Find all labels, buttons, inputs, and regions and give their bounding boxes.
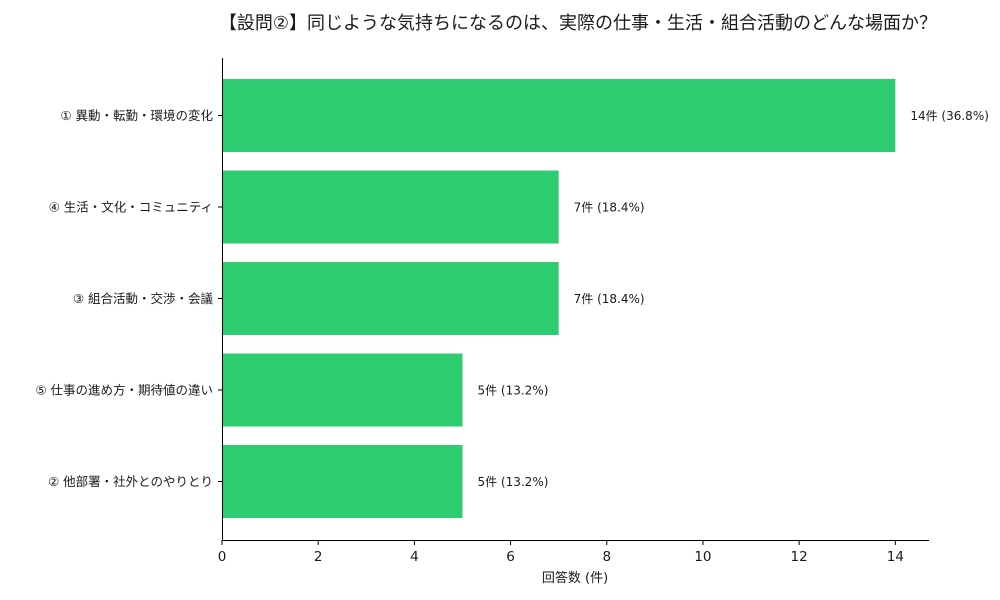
x-tick-label: 2 [314,549,323,565]
x-tick-label: 14 [887,549,904,565]
data-labels: 14件 (36.8%) 7件 (18.4%) 7件 (18.4%) 5件 (13.2%… [477,109,988,489]
x-tick-label: 0 [218,549,227,565]
chart-title: 【設問②】同じような気持ちになるのは、実際の仕事・生活・組合活動のどんな場面か？ [219,13,937,34]
data-label: 14件 (36.8%) [910,109,989,123]
category-label: ⑤ 仕事の進め方・期待値の違い [35,383,213,398]
category-label: ① 異動・転勤・環境の変化 [60,108,213,123]
x-tick-label: 8 [602,549,611,565]
category-label: ④ 生活・文化・コミュニティ [49,200,213,215]
bar-5 [223,445,463,518]
bars-group [223,79,896,518]
bar-3 [223,262,559,335]
bar-4 [223,353,463,427]
x-axis-title: 回答数 (件) [542,570,608,586]
data-label: 5件 (13.2%) [477,475,548,489]
category-label: ③ 組合活動・交渉・会議 [73,291,214,306]
bar-2 [223,170,559,244]
x-axis-ticks: 0 2 4 6 8 10 12 14 [218,540,904,565]
data-label: 7件 (18.4%) [574,292,645,306]
data-label: 7件 (18.4%) [574,201,645,215]
bar-1 [223,79,896,152]
category-labels: ① 異動・転勤・環境の変化 ④ 生活・文化・コミュニティ ③ 組合活動・交渉・会議 ⑤… [35,108,222,489]
category-label: ② 他部署・社外とのやりとり [48,474,213,489]
x-tick-label: 6 [506,549,515,565]
x-tick-label: 12 [791,549,808,565]
data-label: 5件 (13.2%) [477,384,548,398]
x-tick-label: 10 [694,549,711,565]
x-tick-label: 4 [410,549,419,565]
